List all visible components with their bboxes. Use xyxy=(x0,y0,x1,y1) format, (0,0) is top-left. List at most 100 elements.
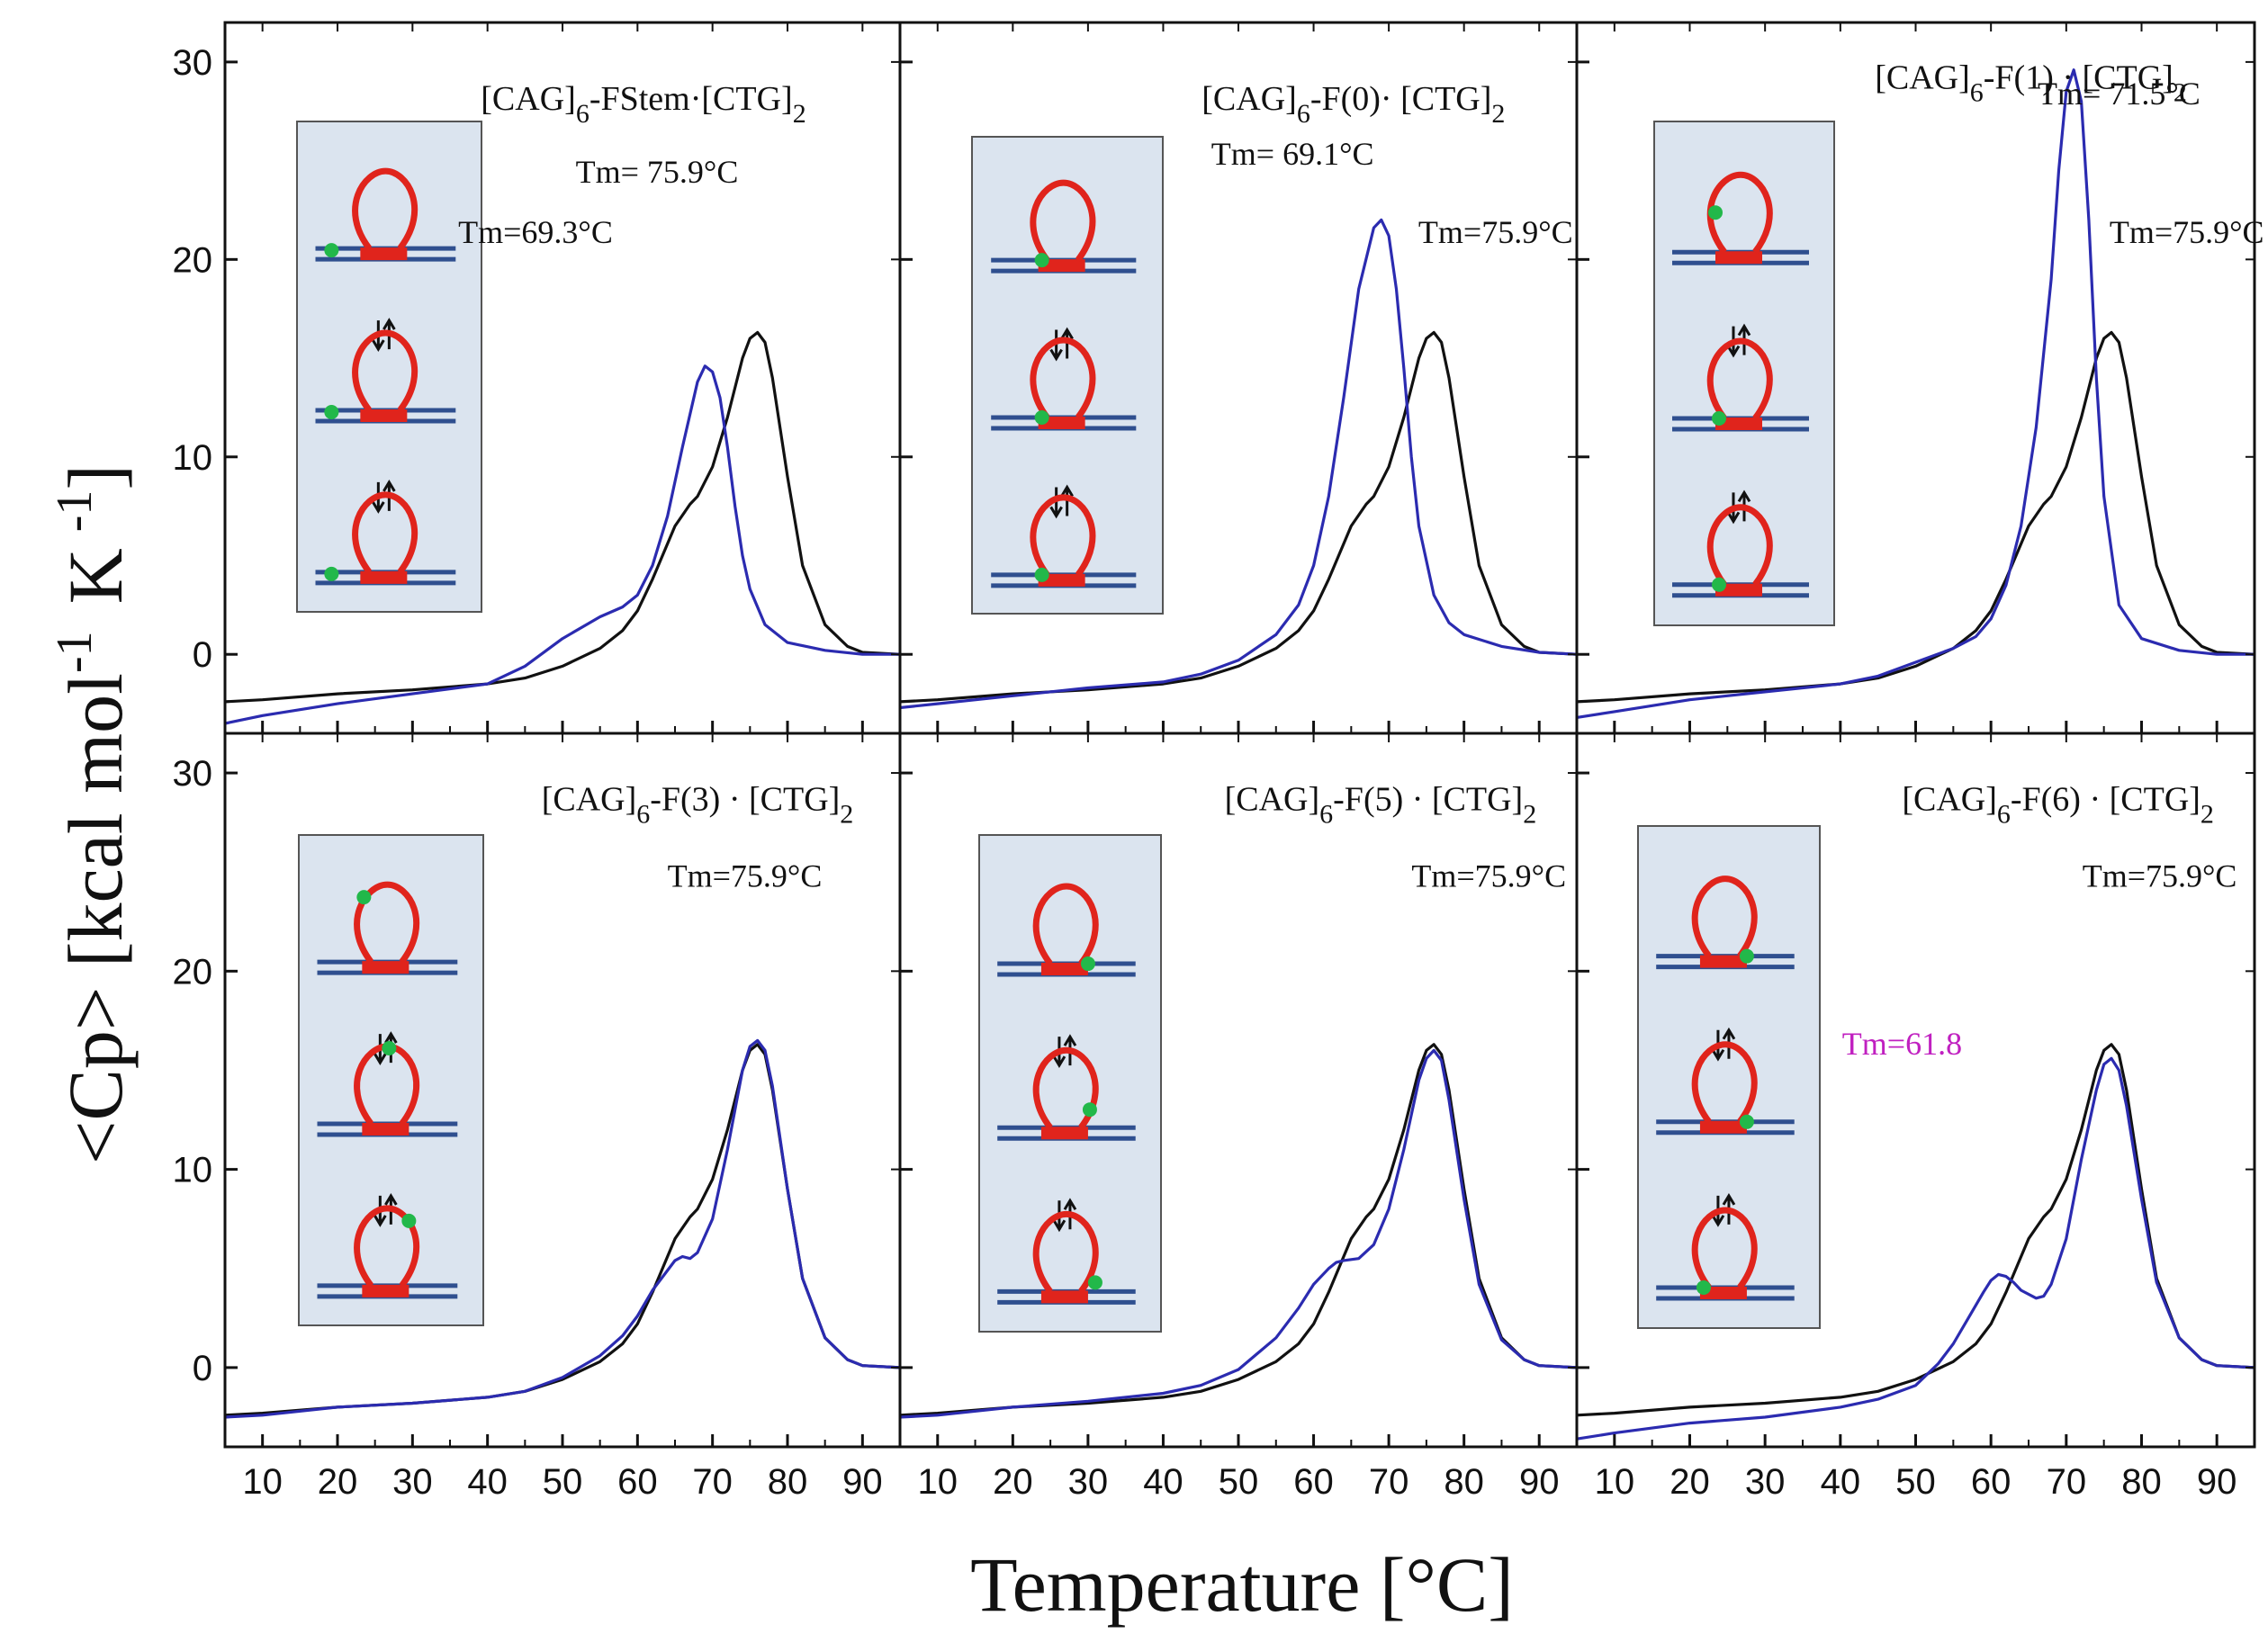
inset-box xyxy=(298,834,484,1326)
inset-hairpin-diagram xyxy=(1653,121,1835,626)
tm-annotation: Tm=75.9°C xyxy=(1418,214,1573,250)
series-line-variant xyxy=(1576,1056,2255,1441)
series-line-variant xyxy=(1576,68,2254,719)
x-tick-label: 90 xyxy=(842,1462,883,1502)
x-tick-label: 90 xyxy=(2197,1462,2237,1502)
hairpin-loop xyxy=(1030,494,1096,578)
hairpin-state xyxy=(1656,1207,1795,1301)
x-tick-label: 60 xyxy=(617,1462,658,1502)
inset-box xyxy=(1653,121,1835,626)
hairpin-loop xyxy=(1706,337,1773,421)
x-tick-label: 50 xyxy=(1219,1462,1259,1502)
x-tick-label: 80 xyxy=(768,1462,808,1502)
x-tick-label: 80 xyxy=(2121,1462,2162,1502)
hairpin-loop xyxy=(1691,875,1758,958)
panel-title: [CAG]6-F(5) · [CTG]2 xyxy=(1225,781,1537,830)
hairpin-loop xyxy=(354,1205,420,1288)
tm-annotation: Tm= 75.9°C xyxy=(576,154,739,190)
x-tick-label: 40 xyxy=(1821,1462,1861,1502)
series-line-reference xyxy=(899,330,1578,704)
hairpin-loop xyxy=(1030,337,1096,420)
inset-box xyxy=(296,121,482,613)
tm-annotation: Tm= 71.5°C xyxy=(2038,76,2200,112)
hairpin-state xyxy=(1656,1041,1795,1136)
y-axis-label-sup1: -1 xyxy=(47,631,103,673)
hairpin-state xyxy=(991,337,1137,431)
y-axis-label-mid: K xyxy=(52,548,139,604)
hairpin-state xyxy=(315,167,456,262)
fluorophore-marker xyxy=(1696,1279,1711,1295)
fluorophore-marker xyxy=(1080,956,1095,972)
x-tick-label: 70 xyxy=(2047,1462,2087,1502)
tm-annotation: Tm=75.9°C xyxy=(1411,857,1566,893)
fluorophore-marker xyxy=(401,1213,417,1228)
y-tick-label: 0 xyxy=(193,635,212,675)
series-line-reference xyxy=(224,330,901,704)
hairpin-state xyxy=(991,494,1137,588)
x-tick-label: 90 xyxy=(1519,1462,1560,1502)
x-tick-label: 20 xyxy=(1670,1462,1710,1502)
x-axis-label: Temperature [°C] xyxy=(970,1541,1514,1628)
x-tick-label: 20 xyxy=(993,1462,1033,1502)
tm-annotation: Tm=75.9°C xyxy=(2110,214,2264,250)
fluorophore-marker xyxy=(324,566,339,581)
inset-box xyxy=(971,136,1164,615)
series-line-variant xyxy=(224,1038,901,1419)
x-tick-label: 10 xyxy=(242,1462,283,1502)
panel-bottom-right: [CAG]6-F(6) · [CTG]2 Tm=75.9°C Tm=61.8 xyxy=(1576,781,2255,1441)
panel-bottom-middle: [CAG]6-F(5) · [CTG]2 Tm=75.9°C xyxy=(899,781,1578,1419)
panel-title: [CAG]6-F(0)· [CTG]2 xyxy=(1202,80,1505,129)
inset-box xyxy=(1637,825,1821,1329)
x-tick-label: 30 xyxy=(1745,1462,1786,1502)
hairpin-state xyxy=(991,179,1137,274)
x-tick-label: 60 xyxy=(1971,1462,2012,1502)
x-tick-label: 20 xyxy=(318,1462,358,1502)
inset-hairpin-diagram xyxy=(971,136,1164,615)
y-tick-label: 20 xyxy=(173,240,213,280)
fluorophore-marker xyxy=(1082,1102,1097,1118)
x-tick-label: 70 xyxy=(1369,1462,1409,1502)
fluorophore-marker xyxy=(1739,1114,1754,1129)
x-tick-label: 50 xyxy=(543,1462,583,1502)
hairpin-state xyxy=(315,491,456,586)
fluorophore-marker xyxy=(1739,948,1754,964)
y-tick-label: 30 xyxy=(173,43,213,83)
hairpin-loop xyxy=(1691,1207,1758,1290)
hairpin-loop xyxy=(1706,504,1773,587)
fluorophore-marker xyxy=(382,1041,397,1055)
y-axis-label-sup2: -1 xyxy=(47,490,103,533)
panel-title: [CAG]6-F(1) · [CTG]2 xyxy=(1875,58,2187,107)
tm-annotation: Tm=61.8 xyxy=(1842,1026,1962,1062)
hairpin-state xyxy=(997,1046,1136,1141)
y-tick-label: 10 xyxy=(173,1151,213,1190)
inset-hairpin-diagram xyxy=(296,121,482,613)
panel-top-middle: [CAG]6-F(0)· [CTG]2 Tm= 69.1°C Tm=75.9°C xyxy=(899,80,1578,710)
y-tick-label: 30 xyxy=(173,754,213,794)
hairpin-state xyxy=(317,1041,458,1137)
hairpin-state xyxy=(997,1210,1136,1305)
hairpin-loop xyxy=(1032,883,1099,966)
hairpin-state xyxy=(997,883,1136,977)
y-axis-label: <Cp> [kcal mol-1K-1] xyxy=(47,464,139,1164)
x-tick-label: 10 xyxy=(1595,1462,1635,1502)
fluorophore-marker xyxy=(1712,577,1726,592)
fluorophore-marker xyxy=(1034,410,1049,425)
panel-bottom-left: [CAG]6-F(3) · [CTG]2 Tm=75.9°C xyxy=(224,781,901,1419)
y-axis-label-end: ] xyxy=(52,464,139,490)
tick-layer: 0 10 20 30 10 20 30 40 50 60 70 80 90 0 10 20 30 10 20 30 40… xyxy=(173,22,2255,1502)
x-tick-label: 50 xyxy=(1895,1462,1936,1502)
y-tick-label: 0 xyxy=(193,1349,212,1388)
hairpin-state xyxy=(315,329,456,424)
hairpin-loop xyxy=(1032,1046,1099,1130)
hairpin-state xyxy=(1672,337,1809,432)
fluorophore-marker xyxy=(1034,567,1049,582)
fluorophore-marker xyxy=(1708,205,1723,220)
inset-hairpin-diagram xyxy=(1637,825,1821,1329)
panel-title: [CAG]6-FStem·[CTG]2 xyxy=(481,80,806,129)
fluorophore-marker xyxy=(356,890,372,905)
hairpin-loop xyxy=(352,167,418,251)
hairpin-state xyxy=(317,881,458,975)
x-tick-label: 70 xyxy=(692,1462,733,1502)
fluorophore-marker xyxy=(1034,253,1049,268)
fluorophore-marker xyxy=(1712,411,1726,426)
